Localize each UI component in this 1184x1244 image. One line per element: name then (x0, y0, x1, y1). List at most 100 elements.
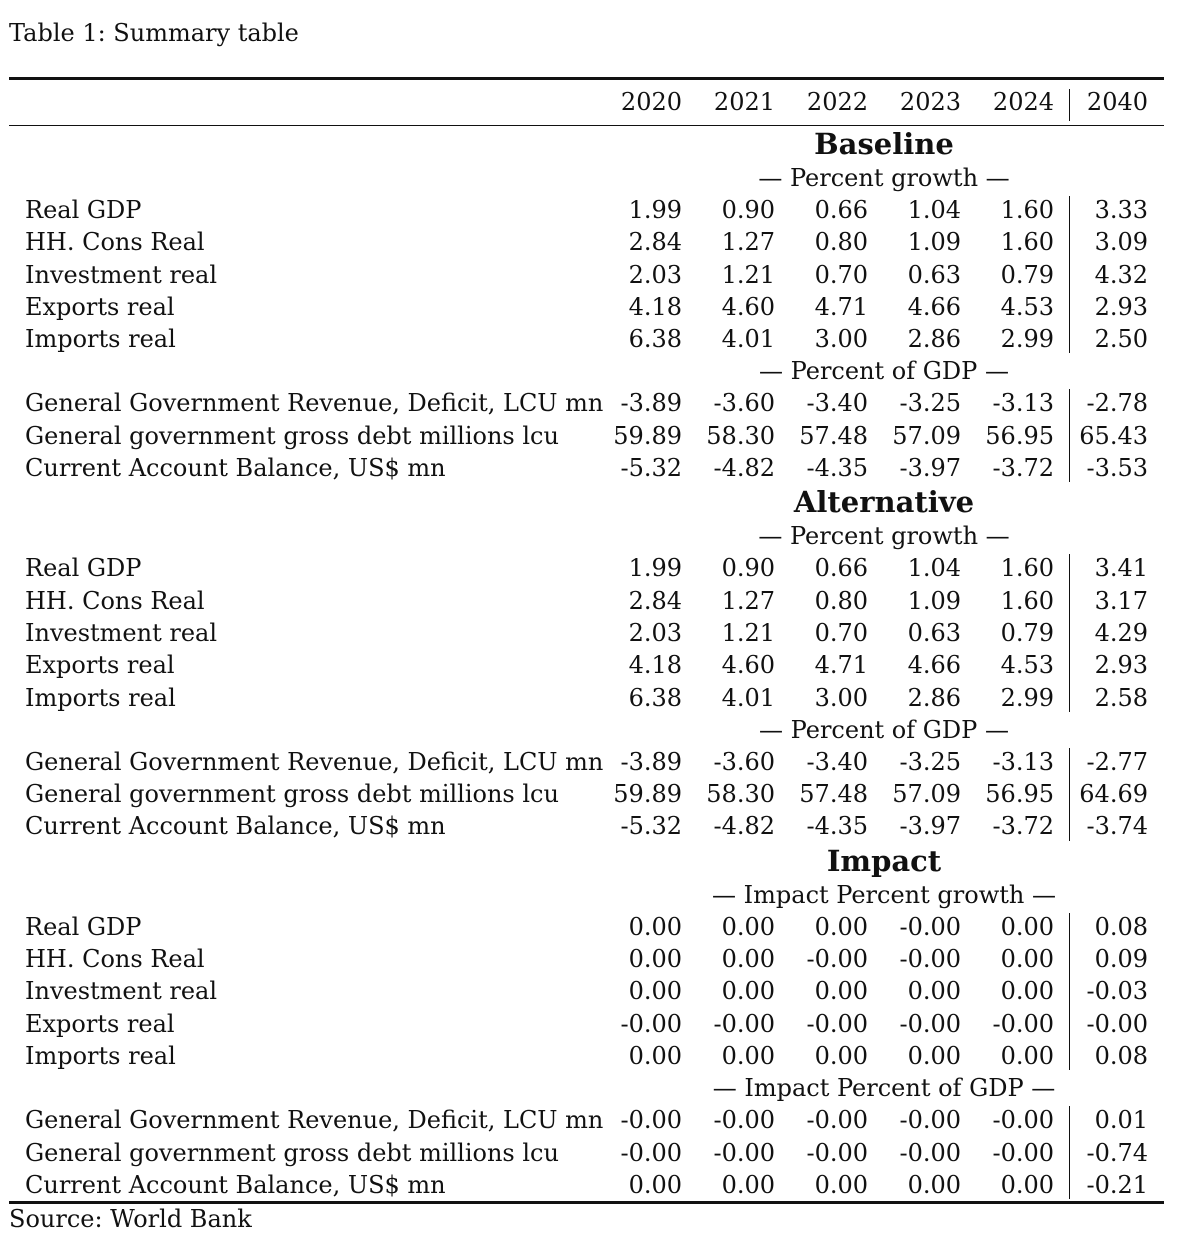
value-cell-2040: 64.69 (1079, 780, 1148, 809)
value-cell-2020: 2.03 (628, 618, 682, 647)
value-cell-2023: 1.04 (907, 554, 961, 583)
table-row: HH. Cons Real 0.00 0.00 -0.00 -0.00 0.00 0.09 (9, 943, 1164, 975)
year-header-2040: 2040 (1086, 88, 1148, 116)
value-cell-2023: 57.09 (892, 780, 961, 809)
value-cell-2022: 0.66 (814, 554, 868, 583)
year-header-2023: 2023 (899, 88, 961, 116)
value-cell-2020: 1.99 (628, 196, 682, 224)
row-label: Current Account Balance, US$ mn (25, 454, 446, 483)
value-cell-2021: 4.01 (721, 325, 775, 354)
value-cell-2023: -0.00 (899, 912, 961, 941)
value-cell-2022: 0.00 (814, 977, 868, 1006)
value-cell-2023: 0.63 (907, 260, 961, 289)
table-row: Real GDP 1.99 0.90 0.66 1.04 1.60 3.41 (9, 552, 1164, 584)
section-title-text: Impact (826, 843, 942, 878)
row-group: General Government Revenue, Deficit, LCU… (9, 1104, 1164, 1201)
row-label: General Government Revenue, Deficit, LCU… (25, 747, 604, 776)
value-cell-2024: 2.99 (1000, 325, 1054, 354)
row-label: Current Account Balance, US$ mn (25, 1170, 446, 1199)
value-cell-2020: 0.00 (628, 945, 682, 974)
value-cell-2023: 2.86 (907, 683, 961, 712)
group-subtitle: — Percent growth — (9, 162, 1164, 194)
table-row: Exports real 4.18 4.60 4.71 4.66 4.53 2.93 (9, 291, 1164, 323)
value-cell-2040: 3.17 (1094, 586, 1148, 615)
table-row: Real GDP 1.99 0.90 0.66 1.04 1.60 3.33 (9, 194, 1164, 226)
column-divider (1069, 1106, 1070, 1200)
value-cell-2024: -3.72 (992, 812, 1054, 841)
value-cell-2020: -5.32 (620, 812, 682, 841)
value-cell-2021: -4.82 (713, 812, 775, 841)
value-cell-2022: -0.00 (806, 1106, 868, 1135)
group-subtitle: — Percent growth — (9, 520, 1164, 552)
value-cell-2020: 2.03 (628, 260, 682, 289)
value-cell-2023: 0.00 (907, 977, 961, 1006)
table-row: Imports real 0.00 0.00 0.00 0.00 0.00 0.08 (9, 1040, 1164, 1072)
table-row: Imports real 6.38 4.01 3.00 2.86 2.99 2.50 (9, 323, 1164, 355)
value-cell-2022: -4.35 (806, 454, 868, 483)
value-cell-2022: -0.00 (806, 1138, 868, 1167)
value-cell-2021: 0.90 (721, 196, 775, 224)
row-group: General Government Revenue, Deficit, LCU… (9, 746, 1164, 843)
value-cell-2040: -3.53 (1086, 454, 1148, 483)
value-cell-2024: 56.95 (985, 780, 1054, 809)
value-cell-2021: 1.21 (721, 260, 775, 289)
value-cell-2024: -3.13 (992, 747, 1054, 776)
value-cell-2022: 0.66 (814, 196, 868, 224)
table-row: General Government Revenue, Deficit, LCU… (9, 387, 1164, 419)
row-group: Real GDP 1.99 0.90 0.66 1.04 1.60 3.41 HH. Cons… (9, 552, 1164, 713)
value-cell-2020: 2.84 (628, 228, 682, 257)
row-label: Exports real (25, 1009, 175, 1038)
value-cell-2022: 0.00 (814, 1170, 868, 1199)
value-cell-2040: -2.78 (1086, 389, 1148, 418)
value-cell-2040: 0.09 (1094, 945, 1148, 974)
row-label: Current Account Balance, US$ mn (25, 812, 446, 841)
year-header-2022: 2022 (806, 88, 868, 116)
table-row: Real GDP 0.00 0.00 0.00 -0.00 0.00 0.08 (9, 911, 1164, 943)
value-cell-2023: 4.66 (907, 651, 961, 680)
row-label: Real GDP (25, 196, 142, 224)
value-cell-2040: -3.74 (1086, 812, 1148, 841)
value-cell-2022: 4.71 (814, 651, 868, 680)
group-subtitle-text: — Percent of GDP — (759, 357, 1009, 386)
value-cell-2023: 1.04 (907, 196, 961, 224)
table-row: Imports real 6.38 4.01 3.00 2.86 2.99 2.58 (9, 682, 1164, 714)
value-cell-2023: -0.00 (899, 1138, 961, 1167)
value-cell-2020: -3.89 (620, 389, 682, 418)
group-subtitle: — Impact Percent of GDP — (9, 1072, 1164, 1104)
value-cell-2021: 0.00 (721, 945, 775, 974)
value-cell-2040: 4.29 (1094, 618, 1148, 647)
group-subtitle-text: — Impact Percent of GDP — (712, 1074, 1056, 1103)
bottom-rule (9, 1201, 1164, 1205)
column-divider (1069, 554, 1070, 712)
year-header-2021: 2021 (713, 88, 775, 116)
value-cell-2020: 6.38 (628, 325, 682, 354)
row-label: General government gross debt millions l… (25, 421, 559, 450)
group-subtitle-text: — Impact Percent growth — (712, 880, 1056, 909)
value-cell-2022: 0.70 (814, 618, 868, 647)
row-label: Imports real (25, 1041, 176, 1070)
table-row: Current Account Balance, US$ mn -5.32 -4.8… (9, 810, 1164, 842)
table-row: General Government Revenue, Deficit, LCU… (9, 1104, 1164, 1136)
row-label: Imports real (25, 683, 176, 712)
row-label: Real GDP (25, 554, 142, 583)
table-row: General government gross debt millions l… (9, 1137, 1164, 1169)
value-cell-2022: 0.80 (814, 586, 868, 615)
value-cell-2022: 3.00 (814, 325, 868, 354)
value-cell-2021: 4.60 (721, 292, 775, 321)
row-label: Exports real (25, 651, 175, 680)
group-subtitle-text: — Percent growth — (758, 164, 1010, 192)
value-cell-2023: 0.00 (907, 1041, 961, 1070)
value-cell-2024: 0.00 (1000, 1170, 1054, 1199)
value-cell-2023: -3.25 (899, 389, 961, 418)
value-cell-2023: 1.09 (907, 228, 961, 257)
value-cell-2040: 2.93 (1094, 292, 1148, 321)
value-cell-2021: -0.00 (713, 1106, 775, 1135)
table-row: General Government Revenue, Deficit, LCU… (9, 746, 1164, 778)
value-cell-2020: 59.89 (613, 780, 682, 809)
section-title-text: Baseline (814, 127, 954, 161)
value-cell-2024: 0.00 (1000, 945, 1054, 974)
row-label: General Government Revenue, Deficit, LCU… (25, 389, 604, 418)
value-cell-2023: 0.00 (907, 1170, 961, 1199)
table-row: General government gross debt millions l… (9, 420, 1164, 452)
source-note: Source: World Bank (9, 1205, 252, 1233)
